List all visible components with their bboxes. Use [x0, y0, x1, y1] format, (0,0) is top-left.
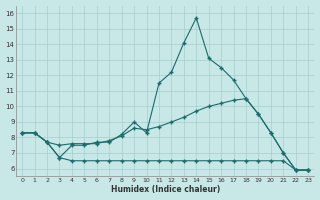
- X-axis label: Humidex (Indice chaleur): Humidex (Indice chaleur): [111, 185, 220, 194]
